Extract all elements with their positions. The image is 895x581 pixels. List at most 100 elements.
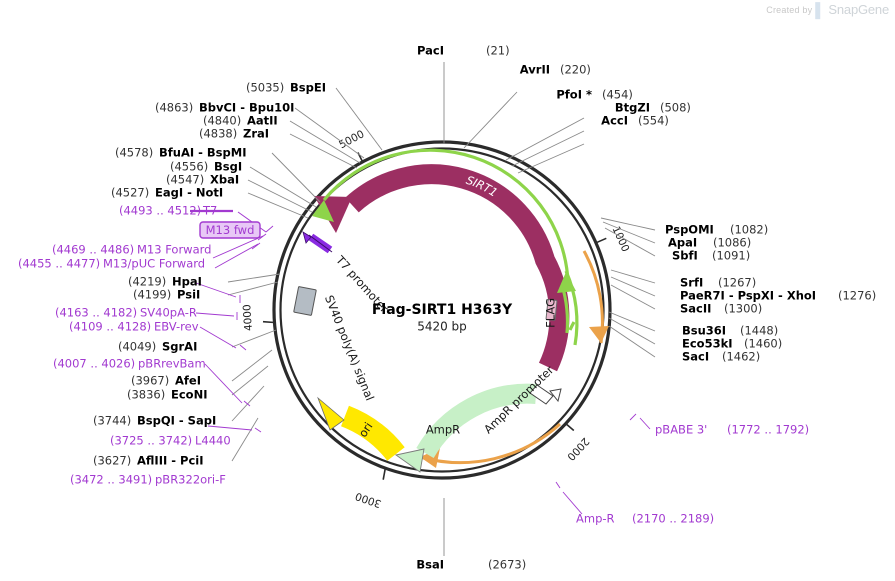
enzyme-pos-eco53ki: (1460)	[744, 337, 782, 351]
primer-range-pbabe-3: (1772 .. 1792)	[727, 423, 809, 437]
enzyme-pos-bbvci: (4863)	[155, 101, 193, 115]
primer-range-pbr322ori-f: (3472 .. 3491)	[70, 473, 152, 487]
tick-label-2000: 2000	[564, 435, 591, 463]
enzyme-name-afliii[interactable]: AflIII - PciI	[137, 454, 204, 468]
enzyme-name-zrai[interactable]: ZraI	[243, 127, 269, 141]
enzyme-name-pfoi[interactable]: PfoI *	[556, 88, 592, 102]
enzyme-name-econi[interactable]: EcoNI	[171, 388, 207, 402]
primer-box-label: M13 fwd	[206, 223, 255, 237]
enzyme-labels-left: (5035) BspEI (4863) BbvCI - Bpu10I (4840…	[93, 81, 326, 468]
watermark-brand: SnapGene	[828, 2, 889, 17]
primer-name-pbr322ori-f[interactable]: pBR322ori-F	[155, 473, 226, 487]
tick-label-5000: 5000	[337, 128, 366, 151]
enzyme-pos-acci: (554)	[638, 114, 669, 128]
enzyme-name-sgrai[interactable]: SgrAI	[162, 340, 197, 354]
enzyme-name-btgzi[interactable]: BtgZI	[615, 101, 650, 115]
primer-labels-right: pBABE 3' (1772 .. 1792) Amp-R (2170 .. 2…	[576, 423, 809, 526]
enzyme-name-paci[interactable]: PacI	[417, 44, 444, 58]
enzyme-pos-pspomi: (1082)	[730, 223, 768, 237]
feature-ampr[interactable]: AmpR	[394, 383, 537, 473]
plasmid-center-label: Flag-SIRT1 H363Y 5420 bp	[372, 302, 513, 334]
enzyme-pos-zrai: (4838)	[199, 127, 237, 141]
enzyme-labels-top: PacI (21) AvrII (220) PfoI * (454) BtgZI…	[417, 44, 691, 128]
enzyme-pos-srfi: (1267)	[718, 276, 756, 290]
enzyme-name-sbfi[interactable]: SbfI	[672, 249, 698, 263]
enzyme-name-psii[interactable]: PsiI	[177, 288, 200, 302]
primer-name-amp-r[interactable]: Amp-R	[576, 512, 615, 526]
enzyme-labels-bottom: BsaI (2673)	[416, 558, 526, 572]
enzyme-pos-psii: (4199)	[133, 288, 171, 302]
primer-range-l4440: (3725 .. 3742)	[110, 434, 192, 448]
primer-range-sv40pa-r: (4163 .. 4182)	[55, 306, 137, 320]
enzyme-name-paer7i[interactable]: PaeR7I - PspXI - XhoI	[680, 289, 816, 303]
snapgene-logo-icon: ▌	[815, 1, 826, 18]
enzyme-pos-bsai: (2673)	[488, 558, 526, 572]
enzyme-name-bsu36i[interactable]: Bsu36I	[682, 324, 726, 338]
enzyme-name-bsgi[interactable]: BsgI	[214, 160, 242, 174]
feature-label-sv40-polya: SV40 poly(A) signal	[322, 293, 377, 402]
enzyme-name-apai[interactable]: ApaI	[668, 236, 697, 250]
tick-label-3000: 3000	[354, 490, 383, 510]
primer-name-m13-puc-forward[interactable]: M13/pUC Forward	[103, 257, 205, 271]
primer-name-pbabe-3[interactable]: pBABE 3'	[655, 423, 707, 437]
enzyme-pos-afliii: (3627)	[93, 454, 131, 468]
enzyme-name-saci[interactable]: SacI	[682, 350, 709, 364]
primer-name-ebv-rev[interactable]: EBV-rev	[154, 320, 199, 334]
green-primer-arcs	[312, 148, 579, 346]
enzyme-leader-lines	[227, 62, 656, 556]
enzyme-name-hpai[interactable]: HpaI	[172, 275, 202, 289]
feature-sv40-polya[interactable]: SV40 poly(A) signal	[293, 286, 377, 403]
feature-label-flag: FLAG	[544, 298, 558, 328]
enzyme-name-afei[interactable]: AfeI	[175, 374, 201, 388]
enzyme-pos-econi: (3836)	[127, 388, 165, 402]
enzyme-name-aatii[interactable]: AatII	[247, 114, 278, 128]
enzyme-pos-bsu36i: (1448)	[740, 324, 778, 338]
enzyme-name-eagi[interactable]: EagI - NotI	[155, 186, 223, 200]
page-title: Flag-SIRT1 H363Y	[372, 302, 513, 318]
enzyme-name-bfuai[interactable]: BfuAI - BspMI	[159, 146, 246, 160]
enzyme-pos-saci: (1462)	[722, 350, 760, 364]
enzyme-pos-hpai: (4219)	[128, 275, 166, 289]
enzyme-labels-right: PspOMI (1082) ApaI (1086) SbfI (1091) Sr…	[665, 223, 876, 364]
primer-name-pbrrevbam[interactable]: pBRrevBam	[138, 357, 206, 371]
primer-labels-left: (4493 .. 4512) T7 (4469 .. 4486) M13 For…	[18, 204, 231, 487]
enzyme-name-bsai[interactable]: BsaI	[416, 558, 444, 572]
primer-range-ebv-rev: (4109 .. 4128)	[69, 320, 151, 334]
watermark-prefix: Created by	[766, 4, 813, 15]
enzyme-pos-xbai: (4547)	[166, 173, 204, 187]
enzyme-pos-pfoi: (454)	[602, 88, 633, 102]
enzyme-pos-sgrai: (4049)	[118, 340, 156, 354]
feature-label-ori: ori	[356, 420, 376, 440]
enzyme-name-srfi[interactable]: SrfI	[680, 276, 703, 290]
enzyme-name-pspomi[interactable]: PspOMI	[665, 223, 714, 237]
feature-flag[interactable]: FLAG	[544, 298, 558, 328]
primer-range-t7: (4493 .. 4512)	[119, 204, 201, 218]
enzyme-name-eco53ki[interactable]: Eco53kI	[682, 337, 733, 351]
enzyme-name-acci[interactable]: AccI	[601, 114, 628, 128]
enzyme-name-xbai[interactable]: XbaI	[210, 173, 239, 187]
enzyme-pos-afei: (3967)	[131, 374, 169, 388]
primer-box-m13-fwd[interactable]: M13 fwd	[199, 221, 261, 239]
enzyme-pos-aatii: (4840)	[203, 114, 241, 128]
primer-range-pbrrevbam: (4007 .. 4026)	[53, 357, 135, 371]
enzyme-pos-sbfi: (1091)	[712, 249, 750, 263]
feature-ori[interactable]: ori	[317, 396, 405, 461]
enzyme-name-bspei[interactable]: BspEI	[290, 81, 326, 95]
primer-range-m13-puc-forward: (4455 .. 4477)	[18, 257, 100, 271]
plasmid-size: 5420 bp	[417, 320, 467, 334]
primer-name-m13-forward[interactable]: M13 Forward	[137, 243, 211, 257]
enzyme-pos-btgzi: (508)	[660, 101, 691, 115]
enzyme-name-avrii[interactable]: AvrII	[520, 63, 550, 77]
enzyme-pos-paer7i: (1276)	[838, 289, 876, 303]
primer-range-amp-r: (2170 .. 2189)	[632, 512, 714, 526]
enzyme-name-bbvci[interactable]: BbvCI - Bpu10I	[199, 101, 294, 115]
primer-name-l4440[interactable]: L4440	[195, 434, 231, 448]
primer-name-sv40pa-r[interactable]: SV40pA-R	[140, 306, 197, 320]
enzyme-pos-bspei: (5035)	[246, 81, 284, 95]
primer-range-m13-forward: (4469 .. 4486)	[52, 243, 134, 257]
primer-name-t7[interactable]: T7	[202, 204, 217, 218]
enzyme-name-sacii[interactable]: SacII	[680, 302, 711, 316]
enzyme-pos-bfuai: (4578)	[115, 146, 153, 160]
enzyme-name-bspqi[interactable]: BspQI - SapI	[137, 414, 216, 428]
